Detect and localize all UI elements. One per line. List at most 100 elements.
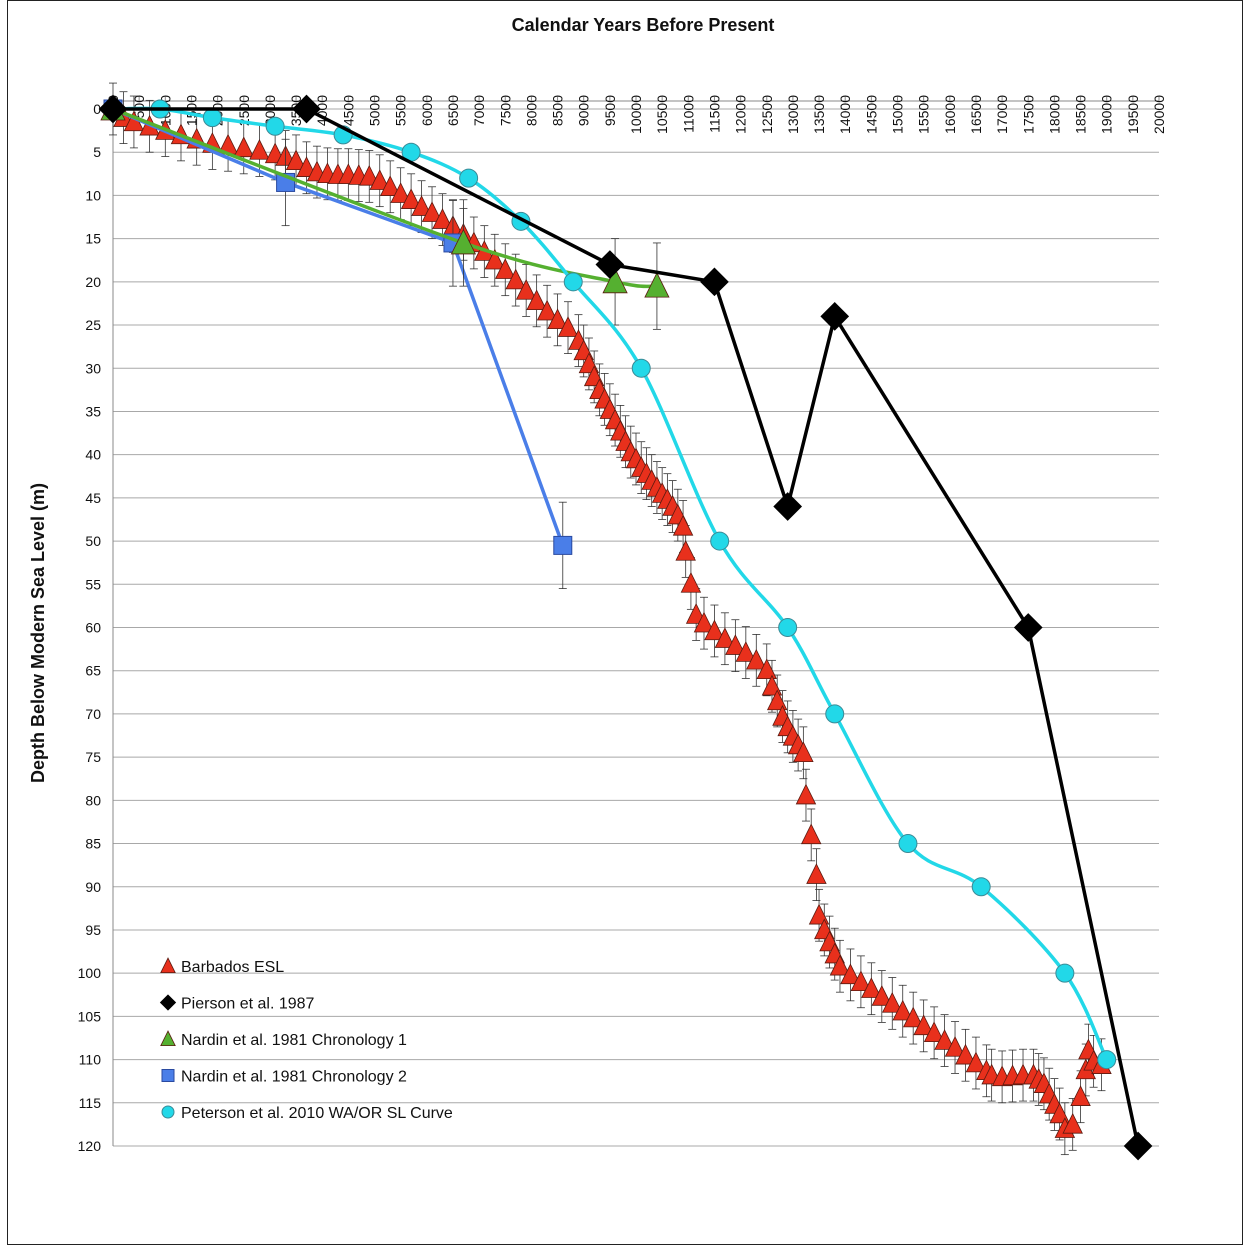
data-point-circle xyxy=(825,704,845,724)
grid-lines xyxy=(112,97,1160,1147)
data-point-circle xyxy=(1097,1050,1117,1070)
y-tick-label: 110 xyxy=(79,1052,102,1068)
data-point-triangle xyxy=(829,954,851,976)
data-point-triangle xyxy=(675,539,696,561)
data-point-triangle xyxy=(1062,1112,1083,1134)
data-point-triangle xyxy=(484,248,506,270)
data-point-triangle xyxy=(746,648,767,670)
data-point-diamond xyxy=(159,994,177,1011)
y-tick-label: 15 xyxy=(85,231,101,247)
y-tick-label: 40 xyxy=(85,447,101,463)
legend-label: Nardin et al. 1981 Chronology 1 xyxy=(181,1032,407,1049)
series-pierson-et-al-1987 xyxy=(98,94,1153,1161)
data-point-triangle xyxy=(379,175,401,196)
data-point-circle xyxy=(563,272,583,292)
x-tick-label: 500 xyxy=(131,95,147,119)
x-tick-label: 16500 xyxy=(968,95,984,134)
x-tick-label: 4500 xyxy=(340,95,356,126)
data-point-triangle xyxy=(557,316,579,337)
data-point-triangle xyxy=(766,689,788,711)
data-point-triangle xyxy=(725,634,746,655)
legend-item: Nardin et al. 1981 Chronology 2 xyxy=(161,1069,407,1086)
legend-item: Peterson et al. 2010 WA/OR SL Curve xyxy=(161,1105,453,1122)
data-point-triangle xyxy=(793,741,814,763)
legend: Barbados ESL Pierson et al. 1987 Nardin et… xyxy=(159,957,453,1122)
data-point-diamond xyxy=(1123,1131,1153,1161)
x-tick-label: 8500 xyxy=(550,95,566,126)
chart: Calendar Years Before Present Depth Belo… xyxy=(28,15,1167,1161)
data-point-triangle xyxy=(800,823,822,845)
x-tick-label: 20000 xyxy=(1151,95,1167,134)
y-tick-label: 20 xyxy=(85,274,101,290)
legend-item: Barbados ESL xyxy=(160,957,284,976)
data-point-triangle xyxy=(400,188,422,209)
data-point-triangle xyxy=(359,164,380,186)
x-tick-label: 13000 xyxy=(785,95,801,134)
data-point-triangle xyxy=(795,783,817,805)
data-point-triangle xyxy=(536,299,558,321)
data-point-triangle xyxy=(882,991,903,1013)
y-tick-label: 90 xyxy=(85,879,101,895)
x-tick-label: 14000 xyxy=(837,95,853,134)
x-tick-label: 17500 xyxy=(1020,95,1036,134)
y-tick-label: 85 xyxy=(85,836,101,852)
x-tick-label: 19000 xyxy=(1099,95,1115,134)
data-point-triangle xyxy=(714,627,736,648)
x-tick-label: 15000 xyxy=(890,95,906,134)
legend-label: Pierson et al. 1987 xyxy=(181,996,315,1013)
y-tick-label: 25 xyxy=(85,317,101,333)
data-point-triangle xyxy=(644,272,670,298)
x-tick-labels: 0500100015002000250030003500400045005000… xyxy=(105,95,1167,134)
y-tick-label: 60 xyxy=(85,620,101,636)
data-point-circle xyxy=(778,618,798,637)
data-point-circle xyxy=(631,358,651,378)
y-tick-labels: 0 5 10 15 20 25 30 35 40 45 50 55 60 65 70 75 80 85 90 95 10… xyxy=(78,101,102,1154)
data-point-triangle xyxy=(296,156,317,177)
y-tick-label: 65 xyxy=(85,663,101,679)
data-point-triangle xyxy=(547,308,568,330)
y-tick-label: 95 xyxy=(85,922,101,938)
data-point-circle xyxy=(161,1105,175,1119)
data-point-triangle xyxy=(285,149,307,171)
data-point-diamond xyxy=(773,492,803,521)
y-tick-label: 80 xyxy=(85,792,101,808)
data-point-triangle xyxy=(934,1029,955,1050)
data-point-circle xyxy=(459,168,479,188)
x-tick-label: 7000 xyxy=(471,95,487,126)
data-point-triangle xyxy=(1049,1102,1070,1124)
data-point-triangle xyxy=(421,201,443,222)
x-tick-label: 10500 xyxy=(654,95,670,134)
data-point-triangle xyxy=(160,1030,176,1046)
x-tick-label: 19500 xyxy=(1125,95,1141,134)
data-point-circle xyxy=(202,108,222,128)
legend-label: Peterson et al. 2010 WA/OR SL Curve xyxy=(181,1105,453,1122)
data-point-triangle xyxy=(955,1043,976,1065)
y-tick-label: 55 xyxy=(85,576,101,592)
data-point-triangle xyxy=(515,279,537,300)
data-point-triangle xyxy=(1070,1085,1091,1106)
x-tick-label: 12000 xyxy=(733,95,749,134)
series-peterson-et-al-2010-wa-or-sl-curve xyxy=(103,99,1117,1070)
data-point-triangle xyxy=(704,619,725,641)
data-point-triangle xyxy=(861,977,882,998)
legend-item: Pierson et al. 1987 xyxy=(159,994,315,1013)
data-point-diamond xyxy=(98,94,128,124)
y-tick-label: 30 xyxy=(85,360,101,376)
x-tick-label: 15500 xyxy=(916,95,932,134)
series-line xyxy=(112,107,565,547)
data-point-diamond xyxy=(292,94,321,124)
x-tick-label: 5500 xyxy=(393,95,409,126)
x-tick-label: 7500 xyxy=(497,95,513,126)
x-tick-label: 18500 xyxy=(1073,95,1089,134)
data-point-triangle xyxy=(526,289,547,311)
y-tick-label: 75 xyxy=(85,749,101,765)
data-point-triangle xyxy=(160,957,176,973)
data-point-triangle xyxy=(495,258,516,279)
x-tick-label: 18000 xyxy=(1046,95,1062,134)
data-point-circle xyxy=(898,834,918,854)
data-point-triangle xyxy=(913,1014,934,1036)
data-point-triangle xyxy=(923,1021,945,1042)
y-tick-label: 105 xyxy=(78,1008,102,1024)
data-point-triangle xyxy=(806,863,827,884)
data-point-triangle xyxy=(693,611,715,633)
